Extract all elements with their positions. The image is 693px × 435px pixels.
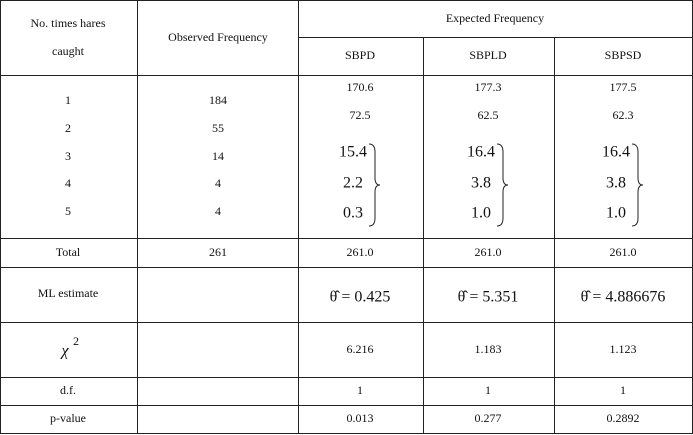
cell: 177.3 (475, 80, 502, 94)
cell: θ̂ = 5.351 (458, 289, 519, 306)
cell: θ̂ = 4.886676 (581, 289, 666, 306)
cell: 62.3 (613, 108, 634, 122)
cell: 2 (73, 334, 79, 348)
cell: 15.4 (339, 144, 367, 161)
cell: 5 (65, 204, 71, 218)
cell: d.f. (60, 383, 76, 397)
cell: 1.0 (471, 205, 491, 222)
cell: 4 (215, 204, 221, 218)
cell: 1.183 (475, 342, 502, 356)
cell: 0.3 (343, 205, 363, 222)
braces (368, 143, 644, 227)
cell: 261.0 (475, 245, 502, 259)
header-cell: No. times hares (31, 16, 106, 30)
cell: χ (59, 343, 69, 360)
header-cell: SBPLD (469, 48, 507, 62)
cell: 261.0 (347, 245, 374, 259)
cell: 2 (65, 121, 71, 135)
header-cell: SBPD (345, 48, 375, 62)
cell: 3.8 (471, 175, 491, 192)
cell: 2.2 (343, 175, 363, 192)
cell: 261.0 (610, 245, 637, 259)
cell: 1.123 (610, 342, 637, 356)
cell: p-value (50, 411, 86, 425)
cell: 1 (485, 383, 491, 397)
header-cell: SBPSD (605, 48, 642, 62)
cell: 170.6 (347, 80, 374, 94)
cell: 0.2892 (607, 411, 640, 425)
cell: 1 (65, 93, 71, 107)
cell: Total (56, 245, 81, 259)
cell: 177.5 (610, 80, 637, 94)
cell: 16.4 (602, 144, 630, 161)
cell: 0.013 (347, 411, 374, 425)
cell: 1 (620, 383, 626, 397)
cell: 62.5 (478, 108, 499, 122)
cell: 4 (65, 176, 71, 190)
cell: 0.277 (475, 411, 502, 425)
header-cell: Observed Frequency (168, 30, 268, 44)
cell: 16.4 (467, 144, 495, 161)
cell: θ̂ = 0.425 (330, 289, 391, 306)
cell: 4 (215, 176, 221, 190)
cell: 6.216 (347, 342, 374, 356)
cell: ML estimate (38, 286, 99, 300)
header-cell: caught (52, 44, 85, 58)
cell: 14 (212, 149, 224, 163)
cell: 3 (65, 149, 71, 163)
cell: 184 (209, 93, 227, 107)
cell: 72.5 (350, 108, 371, 122)
header-cell: Expected Frequency (446, 11, 544, 25)
cell: 261 (209, 245, 227, 259)
cell: 1.0 (606, 205, 626, 222)
cell: 3.8 (606, 175, 626, 192)
cell: 1 (357, 383, 363, 397)
cell: 55 (212, 121, 224, 135)
